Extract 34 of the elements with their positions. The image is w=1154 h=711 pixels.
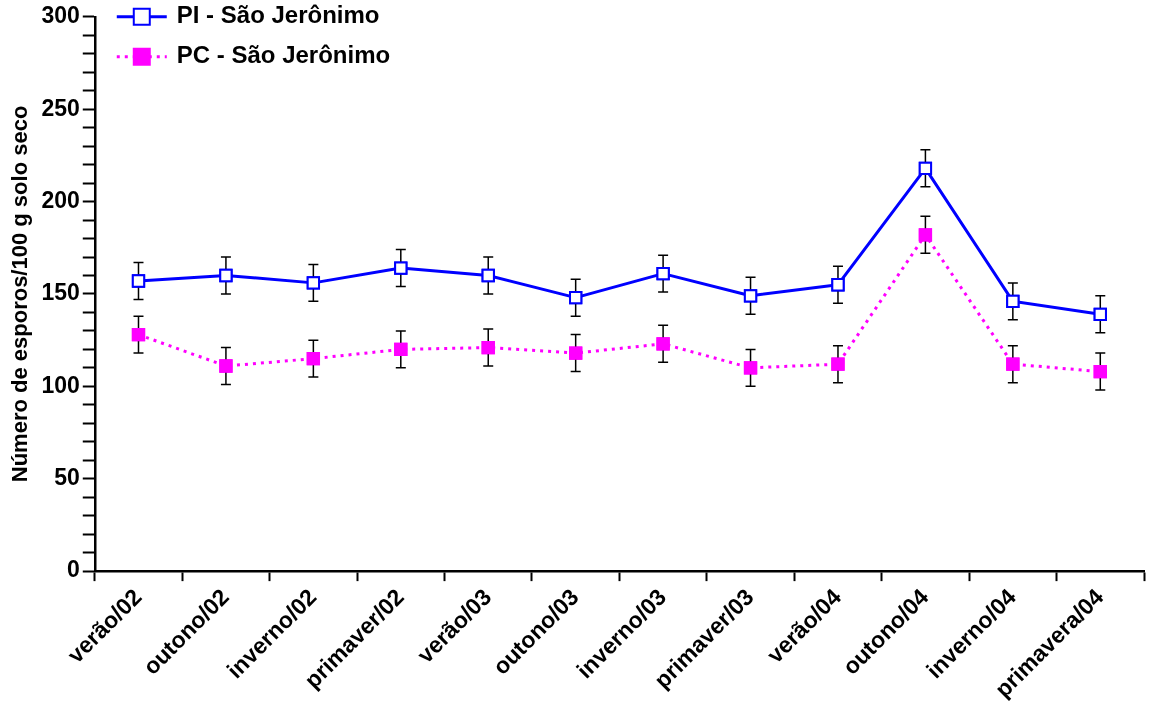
y-axis-title: Número de esporos/100 g solo seco <box>7 105 33 483</box>
point <box>743 361 758 375</box>
point <box>1006 357 1020 371</box>
y-tick-label: 200 <box>41 186 80 213</box>
y-tick-label: 150 <box>41 279 80 306</box>
legend-label: PC - São Jerônimo <box>176 41 391 69</box>
point <box>743 289 758 303</box>
point <box>394 342 408 357</box>
y-tick-label: 50 <box>54 464 80 491</box>
point <box>831 357 845 371</box>
point <box>918 228 933 242</box>
point <box>1093 307 1107 321</box>
y-tick-label: 300 <box>41 2 80 29</box>
y-tick-label: 0 <box>66 556 80 583</box>
point <box>219 268 233 283</box>
point <box>918 161 933 175</box>
point <box>656 337 670 351</box>
point <box>131 327 146 342</box>
y-tick-label: 250 <box>41 94 80 121</box>
point <box>831 278 845 292</box>
point <box>481 340 495 355</box>
y-tick-label: 100 <box>41 371 80 398</box>
point <box>481 268 495 283</box>
point <box>306 276 321 290</box>
point <box>1006 294 1020 309</box>
point <box>656 266 670 281</box>
point <box>394 261 408 275</box>
point <box>131 274 146 288</box>
point <box>1093 364 1107 379</box>
point <box>569 291 583 305</box>
point <box>219 359 233 373</box>
point <box>306 351 321 366</box>
point <box>569 346 583 360</box>
legend-label: PI - São Jerônimo <box>176 1 380 29</box>
